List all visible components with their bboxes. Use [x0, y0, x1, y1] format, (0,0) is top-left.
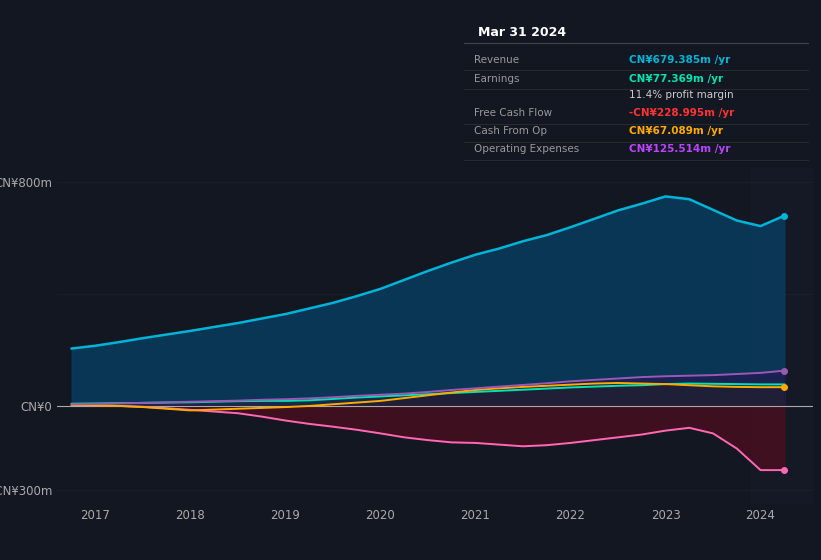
- Text: Mar 31 2024: Mar 31 2024: [478, 26, 566, 39]
- Text: -CN¥228.995m /yr: -CN¥228.995m /yr: [630, 108, 735, 118]
- Text: 11.4% profit margin: 11.4% profit margin: [630, 90, 734, 100]
- Text: CN¥77.369m /yr: CN¥77.369m /yr: [630, 74, 723, 85]
- Text: Operating Expenses: Operating Expenses: [475, 144, 580, 155]
- Text: Earnings: Earnings: [475, 74, 520, 85]
- Text: Cash From Op: Cash From Op: [475, 126, 548, 136]
- Text: CN¥67.089m /yr: CN¥67.089m /yr: [630, 126, 723, 136]
- Bar: [751, 168, 813, 504]
- Text: CN¥125.514m /yr: CN¥125.514m /yr: [630, 144, 731, 155]
- Text: CN¥679.385m /yr: CN¥679.385m /yr: [630, 55, 731, 64]
- Text: Free Cash Flow: Free Cash Flow: [475, 108, 553, 118]
- Text: Revenue: Revenue: [475, 55, 520, 64]
